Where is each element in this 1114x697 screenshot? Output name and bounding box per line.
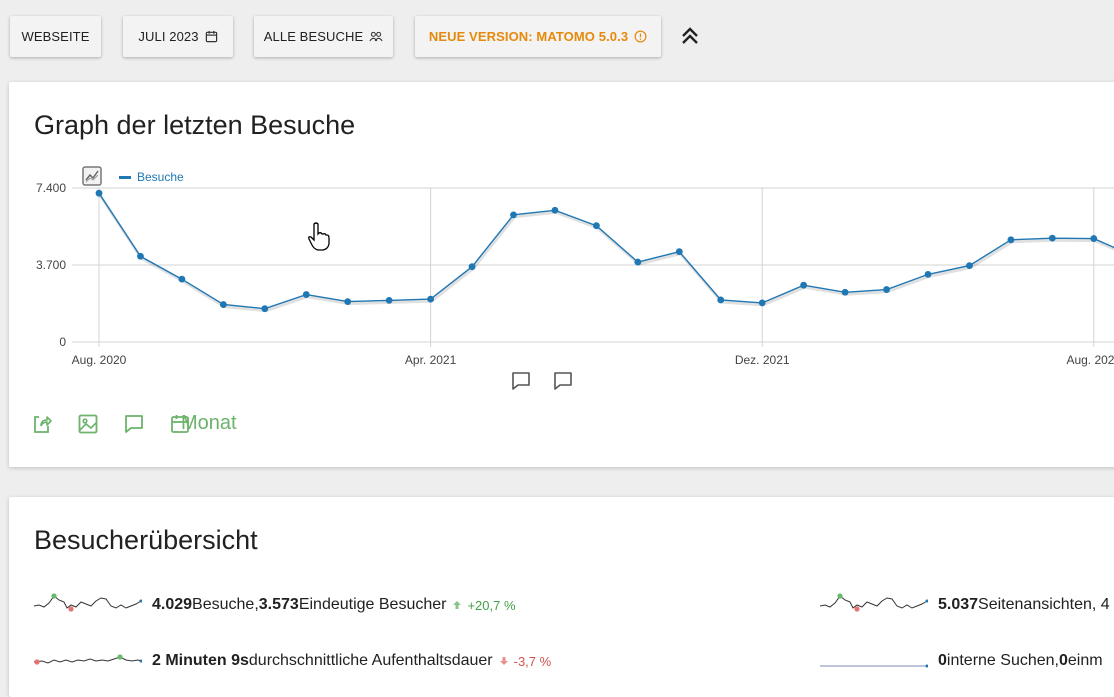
y-tick-label: 3.700 bbox=[36, 258, 66, 272]
data-point bbox=[924, 270, 932, 278]
sparkline-searches[interactable] bbox=[820, 648, 928, 674]
annotation-icon[interactable] bbox=[123, 413, 145, 435]
searches-label: interne Suchen, bbox=[946, 652, 1059, 669]
data-point bbox=[510, 211, 517, 219]
unique-keywords-label: einm bbox=[1067, 652, 1103, 669]
sparkline-visits[interactable] bbox=[34, 592, 142, 618]
image-icon[interactable] bbox=[77, 413, 99, 435]
overview-card-title: Besucherübersicht bbox=[34, 525, 258, 555]
x-tick-label: Aug. 2022 bbox=[1066, 353, 1114, 367]
data-point bbox=[427, 295, 434, 303]
data-point bbox=[800, 281, 808, 289]
unique-keywords-value: 0 bbox=[1058, 652, 1068, 669]
pageviews-label: Seitenansichten, 4 bbox=[978, 596, 1110, 613]
overview-row-pageviews: 5.037 Seitenansichten, 4 bbox=[820, 592, 1110, 618]
segment-selector-label: ALLE BESUCHE bbox=[263, 29, 364, 44]
data-point bbox=[95, 189, 103, 197]
y-tick-label: 0 bbox=[59, 335, 66, 349]
graph-card-title: Graph der letzten Besuche bbox=[34, 110, 356, 140]
site-selector-button[interactable]: WEBSEITE bbox=[10, 16, 101, 57]
data-point bbox=[1007, 236, 1015, 244]
arrow-up-icon bbox=[453, 601, 462, 609]
legend-label-besuche: Besuche bbox=[137, 170, 184, 184]
data-point bbox=[261, 305, 269, 313]
users-icon bbox=[369, 31, 383, 41]
duration-trend: -3,7 % bbox=[499, 653, 552, 669]
hand-cursor-icon bbox=[308, 222, 330, 251]
comment-icon[interactable] bbox=[552, 370, 574, 392]
data-point bbox=[841, 288, 849, 296]
data-point bbox=[758, 299, 766, 307]
series-line-shadow bbox=[98, 194, 1114, 313]
graph-card: Graph der letzten Besuche 7.400 3.700 0 Aug… bbox=[9, 82, 1114, 467]
warning-circle-icon bbox=[634, 30, 647, 43]
data-point bbox=[1048, 234, 1056, 242]
overview-row-searches: 0 interne Suchen, 0 einm bbox=[820, 648, 1103, 674]
chart-legend: Besuche bbox=[119, 170, 184, 184]
data-point bbox=[178, 275, 186, 283]
visits-trend-value: +20,7 % bbox=[467, 597, 516, 613]
data-point bbox=[385, 296, 393, 304]
series-line-besuche bbox=[98, 192, 1114, 310]
site-selector-label: WEBSEITE bbox=[21, 29, 90, 44]
unique-visitors-label: Eindeutige Besucher bbox=[298, 596, 447, 613]
chart-svg: 7.400 3.700 0 Aug. 2020 Apr. 2021 Dez. 2021 Au… bbox=[36, 181, 1114, 367]
sparkline-pageviews[interactable] bbox=[820, 592, 928, 618]
visits-label: Besuche, bbox=[192, 596, 259, 613]
data-point bbox=[551, 206, 559, 214]
double-chevron-up-icon[interactable] bbox=[678, 24, 702, 48]
visits-value: 4.029 bbox=[152, 596, 193, 613]
data-point bbox=[634, 258, 642, 266]
x-tick-label: Aug. 2020 bbox=[72, 353, 127, 367]
overview-row-visits: 4.029 Besuche, 3.573 Eindeutige Besucher… bbox=[34, 592, 516, 618]
period-selector-label[interactable]: Monat bbox=[181, 412, 237, 434]
date-selector-button[interactable]: JULI 2023 bbox=[123, 16, 233, 57]
arrow-down-icon bbox=[499, 657, 508, 665]
y-tick-label: 7.400 bbox=[36, 181, 66, 195]
legend-swatch bbox=[119, 175, 131, 179]
avg-duration-value: 2 Minuten 9s bbox=[152, 652, 249, 669]
visitor-overview-card: Besucherübersicht 4.029 Besuche, 3.573 E… bbox=[9, 497, 1114, 697]
unique-visitors-value: 3.573 bbox=[258, 596, 299, 613]
data-point bbox=[1090, 235, 1098, 242]
calendar-icon bbox=[205, 30, 217, 43]
update-notification-button[interactable]: NEUE VERSION: MATOMO 5.0.3 bbox=[415, 16, 661, 57]
update-notification-label: NEUE VERSION: MATOMO 5.0.3 bbox=[428, 29, 629, 44]
x-tick-label: Dez. 2021 bbox=[735, 353, 790, 367]
avg-duration-label: durchschnittliche Aufenthaltsdauer bbox=[248, 652, 493, 669]
data-point bbox=[883, 286, 890, 293]
pageviews-value: 5.037 bbox=[938, 596, 979, 613]
calendar-icon[interactable] bbox=[169, 413, 191, 435]
data-point bbox=[344, 298, 352, 306]
graph-footer: Monat bbox=[31, 412, 237, 435]
visits-trend: +20,7 % bbox=[452, 597, 516, 613]
segment-selector-button[interactable]: ALLE BESUCHE bbox=[254, 16, 393, 57]
export-icon[interactable] bbox=[31, 413, 53, 435]
data-point bbox=[468, 263, 476, 271]
sparkline-duration[interactable] bbox=[34, 648, 142, 674]
comment-icon[interactable] bbox=[510, 370, 532, 392]
overview-row-duration: 2 Minuten 9s durchschnittliche Aufenthal… bbox=[34, 648, 551, 674]
date-selector-label: JULI 2023 bbox=[138, 29, 199, 44]
data-point bbox=[966, 262, 973, 270]
data-point bbox=[219, 301, 227, 308]
series-picker-icon[interactable] bbox=[82, 166, 102, 186]
data-point bbox=[675, 248, 683, 256]
x-tick-label: Apr. 2021 bbox=[405, 353, 457, 367]
data-point bbox=[593, 222, 600, 230]
data-point bbox=[302, 291, 310, 298]
searches-value: 0 bbox=[938, 652, 947, 669]
data-point bbox=[717, 296, 725, 304]
duration-trend-value: -3,7 % bbox=[513, 653, 552, 669]
data-point bbox=[137, 252, 144, 260]
